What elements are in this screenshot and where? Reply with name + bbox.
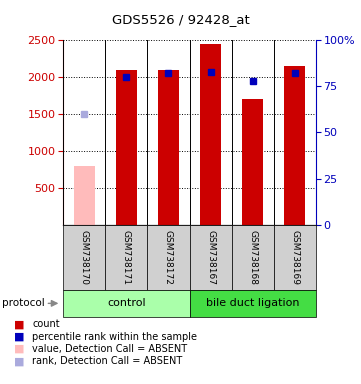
Text: bile duct ligation: bile duct ligation — [206, 298, 300, 308]
Text: percentile rank within the sample: percentile rank within the sample — [32, 332, 197, 342]
Text: GSM738168: GSM738168 — [248, 230, 257, 285]
Text: rank, Detection Call = ABSENT: rank, Detection Call = ABSENT — [32, 356, 183, 366]
Text: value, Detection Call = ABSENT: value, Detection Call = ABSENT — [32, 344, 188, 354]
Text: GSM738169: GSM738169 — [290, 230, 299, 285]
Text: GSM738171: GSM738171 — [122, 230, 131, 285]
Text: protocol: protocol — [2, 298, 44, 308]
Bar — [200, 44, 221, 225]
Text: ■: ■ — [14, 332, 25, 342]
Bar — [158, 70, 179, 225]
Text: GDS5526 / 92428_at: GDS5526 / 92428_at — [112, 13, 249, 26]
Text: count: count — [32, 319, 60, 329]
Text: GSM738167: GSM738167 — [206, 230, 215, 285]
Text: control: control — [107, 298, 145, 308]
Bar — [74, 166, 95, 225]
Text: GSM738172: GSM738172 — [164, 230, 173, 285]
Text: ■: ■ — [14, 356, 25, 366]
Bar — [116, 70, 137, 225]
Text: ■: ■ — [14, 319, 25, 329]
Text: ■: ■ — [14, 344, 25, 354]
Bar — [242, 99, 263, 225]
Bar — [284, 66, 305, 225]
Text: GSM738170: GSM738170 — [80, 230, 89, 285]
